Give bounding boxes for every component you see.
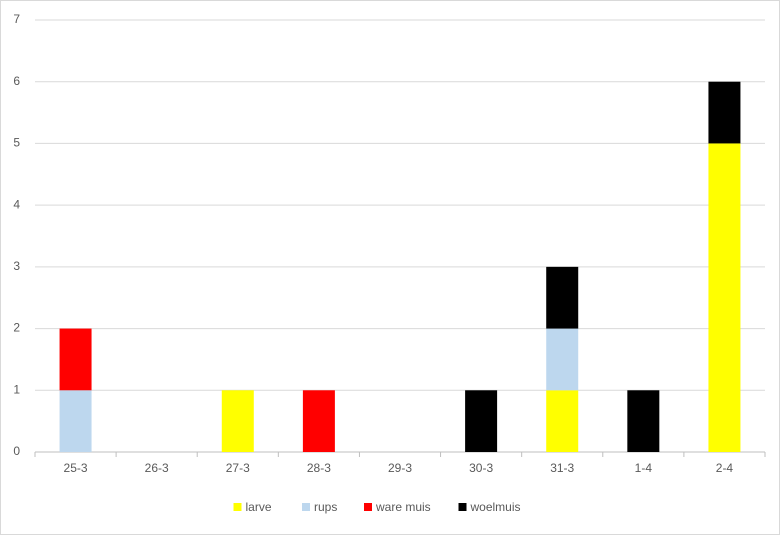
x-tick-label: 25-3: [64, 461, 88, 475]
legend-swatch: [458, 503, 467, 511]
legend-label: rups: [314, 500, 337, 514]
bar-segment: [302, 390, 335, 452]
bar-segment: [221, 390, 254, 452]
x-tick-label: 28-3: [307, 461, 331, 475]
x-tick-label: 31-3: [550, 461, 574, 475]
bar-segment: [708, 143, 741, 452]
y-tick-label: 3: [13, 259, 20, 273]
bar-segment: [708, 81, 741, 144]
legend-label: larve: [246, 500, 272, 514]
legend-label: woelmuis: [470, 500, 521, 514]
legend-swatch: [233, 503, 242, 511]
bar-segment: [465, 390, 498, 452]
x-tick-label: 30-3: [469, 461, 493, 475]
bar-segment: [546, 266, 579, 329]
x-tick-label: 29-3: [388, 461, 412, 475]
y-tick-label: 7: [13, 12, 20, 26]
bar-segment: [546, 390, 579, 452]
y-tick-label: 2: [13, 321, 20, 335]
legend-label: ware muis: [375, 500, 431, 514]
x-tick-label: 1-4: [635, 461, 653, 475]
bar-segment: [59, 390, 92, 452]
y-tick-label: 6: [13, 74, 20, 88]
x-tick-label: 27-3: [226, 461, 250, 475]
y-tick-label: 5: [13, 136, 20, 150]
bar-segment: [59, 328, 92, 391]
legend-swatch: [364, 503, 372, 511]
y-tick-label: 4: [13, 197, 20, 211]
x-tick-label: 2-4: [716, 461, 734, 475]
y-tick-label: 0: [13, 444, 20, 458]
x-tick-label: 26-3: [145, 461, 169, 475]
y-tick-label: 1: [13, 382, 20, 396]
bar-segment: [546, 328, 579, 391]
legend-swatch: [302, 503, 310, 511]
bar-segment: [627, 390, 660, 452]
